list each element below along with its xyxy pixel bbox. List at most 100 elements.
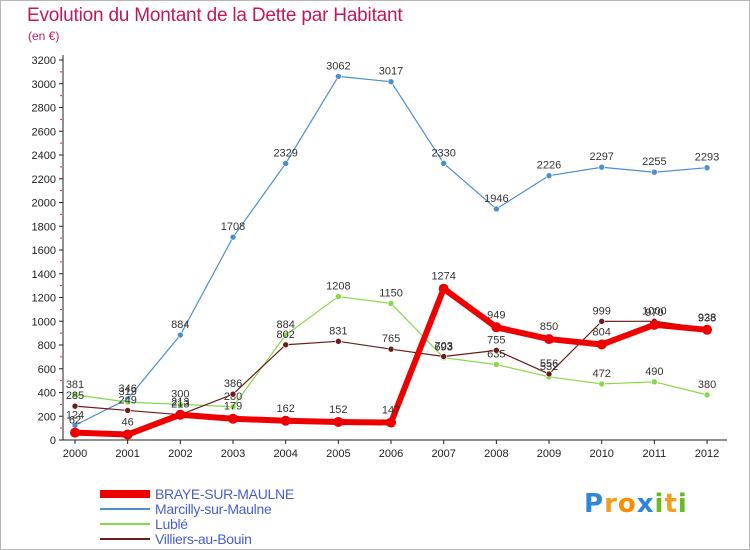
- data-point: [703, 164, 711, 172]
- data-point: [491, 322, 502, 333]
- data-label: 755: [487, 334, 505, 346]
- data-point: [280, 415, 291, 426]
- data-point: [598, 163, 606, 171]
- x-tick-label: 2009: [537, 448, 561, 460]
- legend-swatch: [100, 537, 150, 540]
- data-point: [229, 390, 237, 398]
- data-label: 179: [224, 401, 242, 413]
- data-point: [598, 380, 606, 388]
- data-point: [545, 172, 553, 179]
- x-tick-label: 2002: [168, 448, 192, 460]
- y-tick-label: 0: [50, 435, 56, 447]
- data-label: 938: [698, 313, 716, 325]
- x-tick-label: 2008: [484, 448, 508, 460]
- logo-letter: r: [604, 489, 618, 519]
- legend-item: Villiers-au-Bouin: [100, 531, 294, 547]
- data-label: 2226: [537, 160, 561, 172]
- x-tick-label: 2006: [379, 448, 403, 460]
- data-point: [282, 341, 289, 349]
- data-label: 1150: [379, 287, 403, 299]
- data-point: [335, 73, 342, 80]
- y-tick-label: 2000: [32, 198, 56, 210]
- logo-letter: o: [617, 489, 637, 519]
- legend-swatch: [100, 507, 150, 510]
- data-label: 1208: [326, 281, 350, 293]
- data-label: 2330: [431, 147, 455, 159]
- data-point: [282, 160, 289, 167]
- data-point: [651, 378, 658, 386]
- data-label: 386: [224, 378, 242, 390]
- data-point: [703, 391, 711, 399]
- data-label: 490: [645, 366, 663, 378]
- data-label: 999: [593, 305, 611, 317]
- data-label: 213: [171, 397, 189, 409]
- logo-letter: t: [664, 489, 678, 519]
- chart-subtitle: (en €): [28, 29, 60, 43]
- data-label: 2293: [695, 152, 719, 164]
- y-tick-label: 1400: [32, 269, 56, 281]
- logo-letter: x: [636, 489, 655, 519]
- x-tick-label: 2001: [115, 448, 139, 460]
- y-tick-label: 200: [38, 411, 56, 423]
- data-label: 703: [435, 341, 453, 353]
- data-point: [387, 300, 395, 307]
- data-point: [71, 402, 79, 410]
- data-point: [70, 427, 80, 438]
- legend-item: Marcilly-sur-Maulne: [100, 500, 294, 517]
- data-point: [598, 318, 606, 325]
- data-label: 804: [593, 327, 611, 339]
- data-point: [544, 334, 555, 345]
- data-point: [177, 331, 184, 339]
- y-tick-label: 600: [38, 364, 56, 376]
- data-point: [493, 361, 500, 368]
- data-point: [282, 331, 289, 339]
- x-tick-label: 2003: [221, 448, 245, 460]
- x-tick-label: 2005: [326, 448, 350, 460]
- x-tick-label: 2004: [273, 448, 297, 460]
- data-point: [651, 168, 658, 176]
- data-label: 949: [487, 309, 505, 321]
- x-tick-label: 2010: [589, 448, 613, 460]
- legend-label: BRAYE-SUR-MAULNE: [155, 485, 294, 502]
- y-tick-label: 1800: [32, 221, 56, 233]
- data-label: 928: [698, 312, 716, 324]
- logo-letter: i: [654, 489, 665, 519]
- data-label: 152: [329, 404, 347, 416]
- y-tick-label: 1000: [32, 316, 56, 328]
- data-point: [438, 283, 449, 294]
- x-tick-label: 2011: [643, 448, 667, 460]
- data-label: 556: [540, 358, 558, 370]
- data-label: 1274: [431, 271, 455, 283]
- data-label: 3017: [379, 66, 403, 78]
- data-label: 884: [171, 319, 189, 331]
- data-point: [333, 416, 344, 427]
- logo-letter: i: [677, 489, 688, 519]
- data-point: [386, 417, 397, 428]
- data-point: [493, 205, 500, 213]
- data-label: 831: [329, 325, 347, 337]
- proxiti-logo: Proxiti: [584, 489, 688, 519]
- data-label: 62: [69, 415, 81, 427]
- x-tick-label: 2000: [63, 448, 87, 460]
- data-point: [545, 370, 553, 378]
- data-label: 2329: [273, 147, 297, 159]
- y-tick-label: 3200: [32, 55, 56, 67]
- data-label: 213: [171, 399, 189, 411]
- data-point: [493, 347, 500, 354]
- data-label: 346: [118, 383, 136, 395]
- chart-title: Evolution du Montant de la Dette par Hab…: [27, 5, 403, 26]
- data-label: 1946: [484, 193, 508, 205]
- data-label: 1000: [642, 305, 666, 317]
- data-label: 693: [435, 342, 453, 354]
- data-label: 319: [118, 386, 136, 398]
- data-label: 850: [540, 321, 558, 333]
- y-tick-label: 2400: [32, 150, 56, 162]
- data-point: [335, 293, 342, 300]
- data-label: 3062: [326, 60, 350, 72]
- y-tick-label: 2800: [32, 103, 56, 115]
- legend-label: Marcilly-sur-Maulne: [155, 500, 272, 517]
- data-label: 46: [122, 417, 134, 429]
- data-label: 765: [382, 333, 400, 345]
